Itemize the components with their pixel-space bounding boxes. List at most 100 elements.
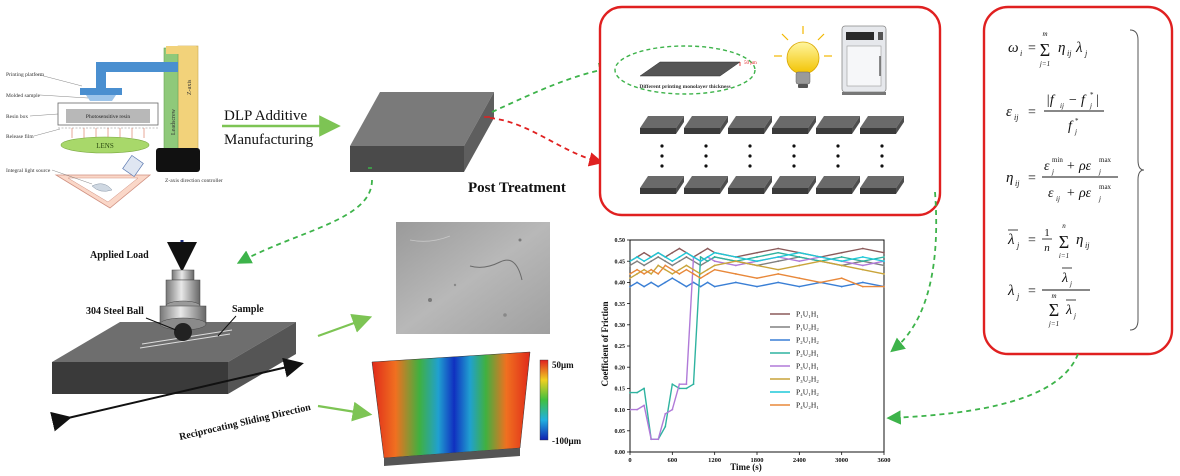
series-point — [650, 260, 653, 263]
sliding-direction-label: Reciprocating Sliding Direction — [178, 402, 312, 443]
svg-text:j=1: j=1 — [1048, 320, 1059, 328]
equation-2: ε ij = |f ij − f * j | f * j — [1006, 91, 1104, 136]
sem-image — [396, 222, 550, 334]
svg-text:j: j — [1051, 168, 1054, 176]
dlp-label-line1: DLP Additive — [224, 108, 308, 124]
series-point — [756, 264, 758, 267]
series-point — [678, 281, 681, 284]
series-point — [706, 268, 709, 271]
svg-text:λ: λ — [1075, 40, 1083, 56]
series-point — [629, 391, 631, 394]
resin-label: Photosensitive resin — [86, 114, 130, 120]
post-treatment-label: Post Treatment — [468, 180, 566, 196]
series-point — [699, 273, 702, 275]
svg-text:λ: λ — [1061, 271, 1068, 286]
series-point — [671, 273, 674, 275]
projector-icon — [91, 183, 113, 192]
legend-label: P₃U₂H₂ — [796, 375, 819, 384]
series-point — [664, 281, 667, 284]
membrane-label: Different printing monolayer thickness — [639, 84, 730, 90]
x-tick-label: 3600 — [878, 457, 891, 464]
y-tick-label: 0.45 — [615, 259, 626, 265]
series-point — [692, 383, 695, 386]
ellipsis-dot — [792, 144, 796, 148]
series-point — [671, 264, 674, 267]
molded-sample — [86, 95, 116, 101]
svg-text:*: * — [1075, 117, 1079, 125]
ellipsis-dot — [748, 144, 752, 148]
legend-label: P₃U₁H₁ — [796, 362, 819, 371]
series-point — [840, 256, 843, 258]
light-bulb-icon — [774, 26, 832, 88]
ellipsis-dot — [660, 144, 664, 148]
series-point — [636, 268, 638, 271]
arrow-to-profile — [317, 401, 373, 422]
ellipsis-dot — [836, 144, 840, 148]
series-point — [643, 260, 646, 263]
molded-sample-label: Molded sample — [6, 93, 41, 99]
legend-label: P₄U₁H₂ — [796, 388, 819, 397]
svg-text:j: j — [1016, 241, 1020, 250]
series-point — [692, 256, 695, 258]
series-point — [840, 277, 843, 280]
series-point — [685, 268, 688, 271]
series-point — [734, 256, 737, 258]
svg-text:n: n — [1062, 222, 1066, 230]
sample-grid — [640, 116, 904, 194]
series-point — [777, 273, 780, 275]
post-treatment-box: 50 μm Different printing monolayer thick… — [598, 5, 942, 217]
series-point — [650, 273, 653, 275]
svg-text:f: f — [1068, 119, 1074, 134]
equation-brace — [1129, 29, 1145, 331]
ellipsis-dot — [880, 164, 884, 168]
series-point — [636, 391, 638, 394]
z-axis-label: Z-axis — [187, 79, 193, 95]
series-point — [861, 260, 864, 263]
series-point — [685, 264, 688, 267]
release-film-label: Release film — [6, 133, 34, 140]
svg-text:1: 1 — [1044, 227, 1050, 239]
series-point — [678, 256, 681, 258]
series-point — [643, 285, 646, 288]
series-point — [777, 251, 780, 254]
chart-y-axis-label: Coefficient of Friction — [600, 302, 610, 387]
ellipsis-dot — [880, 154, 884, 158]
series-point — [798, 256, 801, 258]
colorbar-max: 50μm — [552, 360, 574, 370]
svg-text:ε: ε — [1044, 159, 1050, 174]
svg-text:=: = — [1028, 233, 1036, 248]
svg-text:j: j — [1098, 168, 1101, 176]
series-point — [861, 268, 864, 271]
series-point — [685, 383, 688, 386]
x-tick-label: 2400 — [793, 457, 806, 464]
svg-text:λ: λ — [1065, 303, 1072, 318]
series-point — [664, 412, 667, 415]
svg-text:*: * — [1090, 91, 1094, 99]
series-point — [861, 247, 864, 250]
svg-text:|f: |f — [1046, 93, 1056, 108]
series-point — [636, 260, 638, 263]
printed-block — [350, 92, 494, 172]
sample-tile — [772, 116, 816, 128]
series-point — [671, 408, 674, 411]
printing-platform — [80, 88, 122, 95]
svg-text:max: max — [1099, 183, 1112, 191]
svg-text:ω: ω — [1008, 40, 1019, 56]
steel-ball-label: 304 Steel Ball — [86, 306, 144, 317]
mirror — [122, 154, 144, 178]
series-point — [657, 256, 660, 258]
series-point — [777, 256, 780, 258]
svg-text:+ ρε: + ρε — [1066, 186, 1092, 201]
svg-text:ij: ij — [1085, 241, 1090, 250]
series-point — [734, 281, 737, 284]
series-point — [713, 256, 716, 258]
series-point — [643, 387, 646, 390]
series-point — [756, 256, 758, 258]
sample-tile — [640, 176, 684, 188]
ellipsis-dot — [792, 154, 796, 158]
lens — [60, 136, 150, 154]
series-point — [650, 256, 653, 258]
series-point — [840, 260, 843, 263]
svg-text:ε: ε — [1048, 186, 1054, 201]
svg-text:ij: ij — [1015, 179, 1020, 188]
